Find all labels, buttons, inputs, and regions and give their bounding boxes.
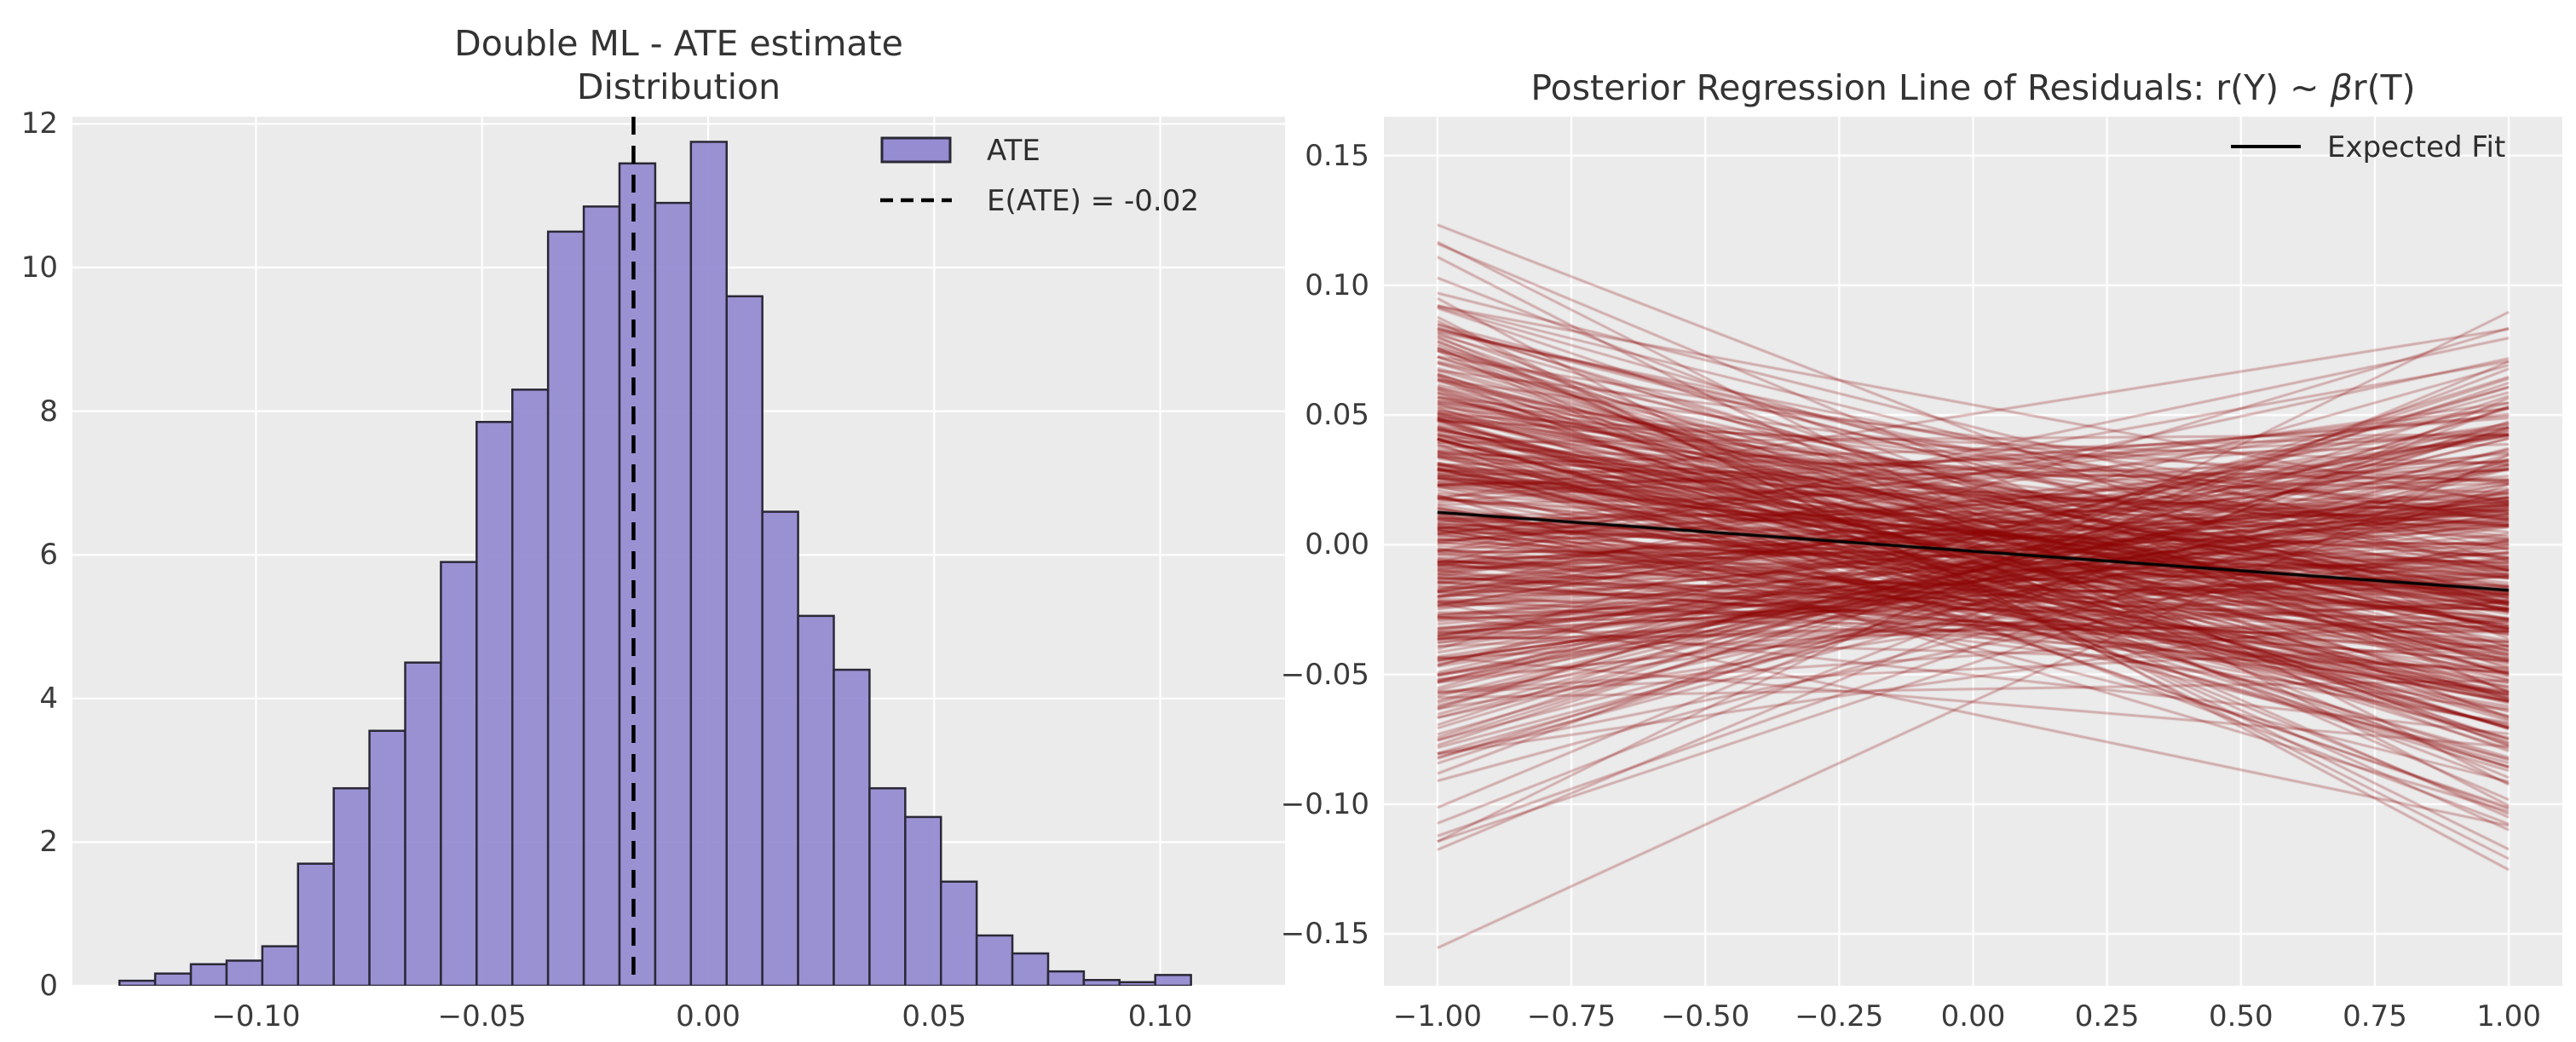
histogram-bar (975, 934, 1014, 986)
x-tick-label: 0.50 (2208, 999, 2273, 1033)
histogram-bar (582, 205, 621, 986)
histogram-bar (868, 786, 907, 986)
histogram-bar (1011, 952, 1050, 986)
left-plot-title: Double ML - ATE estimate Distribution (72, 22, 1285, 109)
y-tick-label: −0.10 (1280, 786, 1369, 821)
y-tick-label: 0.10 (1305, 268, 1369, 302)
x-tick-label: −0.25 (1795, 999, 1884, 1033)
y-tick-label: −0.05 (1280, 657, 1369, 692)
histogram-bar (833, 668, 871, 986)
y-tick-label: 8 (39, 394, 58, 429)
histogram-bar (118, 979, 157, 986)
histogram-bar (1046, 970, 1086, 986)
x-tick-label: −1.00 (1392, 999, 1482, 1033)
right-plot-title-prefix: Posterior Regression Line of Residuals: … (1530, 67, 2331, 108)
histogram-bar (904, 815, 942, 986)
x-tick-label: −0.75 (1526, 999, 1616, 1033)
x-tick-label: −0.10 (211, 999, 301, 1033)
right-plot-title-suffix: r(T) (2352, 67, 2416, 108)
right-axes-posterior-lines (1384, 117, 2562, 986)
histogram-bar (797, 614, 835, 986)
histogram-bar (654, 201, 693, 986)
histogram-bar (939, 880, 978, 986)
histogram-bar (440, 561, 478, 986)
histogram-bar (510, 389, 550, 986)
y-tick-label: 12 (20, 107, 58, 141)
x-tick-label: 1.00 (2476, 999, 2541, 1033)
ate-legend-patch (880, 136, 952, 164)
y-tick-label: 6 (39, 538, 58, 573)
x-tick-label: −0.05 (437, 999, 527, 1033)
histogram-bar (225, 959, 264, 986)
beta-symbol: β (2330, 67, 2353, 108)
left-plot-title-line1: Double ML - ATE estimate (454, 23, 903, 64)
histogram-bar (1118, 981, 1156, 986)
x-tick-label: 0.25 (2074, 999, 2140, 1033)
histogram-bar (297, 862, 335, 986)
histogram-svg (72, 117, 1285, 986)
histogram-bar (546, 230, 585, 986)
histogram-bar (368, 729, 406, 986)
histogram-bar (1154, 974, 1192, 986)
y-tick-label: 0 (39, 969, 58, 1003)
x-tick-label: 0.10 (1127, 999, 1193, 1033)
left-axes-histogram (72, 117, 1285, 986)
histogram-bar (618, 162, 657, 986)
histogram-bar (475, 421, 514, 986)
histogram-bar (404, 661, 442, 986)
x-tick-label: 0.00 (676, 999, 741, 1033)
histogram-bar (1082, 979, 1121, 986)
y-tick-label: 0.05 (1305, 398, 1369, 433)
histogram-bar (689, 141, 728, 986)
y-tick-label: 10 (20, 250, 58, 285)
histogram-bar (153, 972, 193, 986)
y-tick-label: 0.15 (1305, 138, 1369, 173)
y-tick-label: 0.00 (1305, 527, 1369, 562)
histogram-bar (332, 786, 371, 986)
histogram-bar (761, 510, 799, 986)
y-tick-label: −0.15 (1280, 917, 1369, 952)
expected-fit-legend-line (2231, 145, 2301, 148)
histogram-bar (261, 945, 300, 986)
x-tick-label: −0.50 (1661, 999, 1750, 1033)
y-tick-label: 4 (39, 681, 58, 716)
y-tick-label: 2 (39, 825, 58, 860)
x-tick-label: 0.75 (2343, 999, 2407, 1033)
ate-legend-label: ATE (987, 134, 1040, 168)
expected-fit-legend-label: Expected Fit (2327, 130, 2506, 164)
histogram-bar (725, 295, 764, 986)
right-plot-title: Posterior Regression Line of Residuals: … (1384, 66, 2562, 110)
eate-legend-label: E(ATE) = -0.02 (987, 184, 1199, 218)
x-tick-label: 0.05 (902, 999, 967, 1033)
x-tick-label: 0.00 (1940, 999, 2006, 1033)
posterior-lines-canvas (1384, 117, 2562, 986)
histogram-bar (189, 963, 228, 986)
eate-legend-dash-sample (880, 198, 952, 203)
left-plot-title-line2: Distribution (576, 66, 781, 107)
